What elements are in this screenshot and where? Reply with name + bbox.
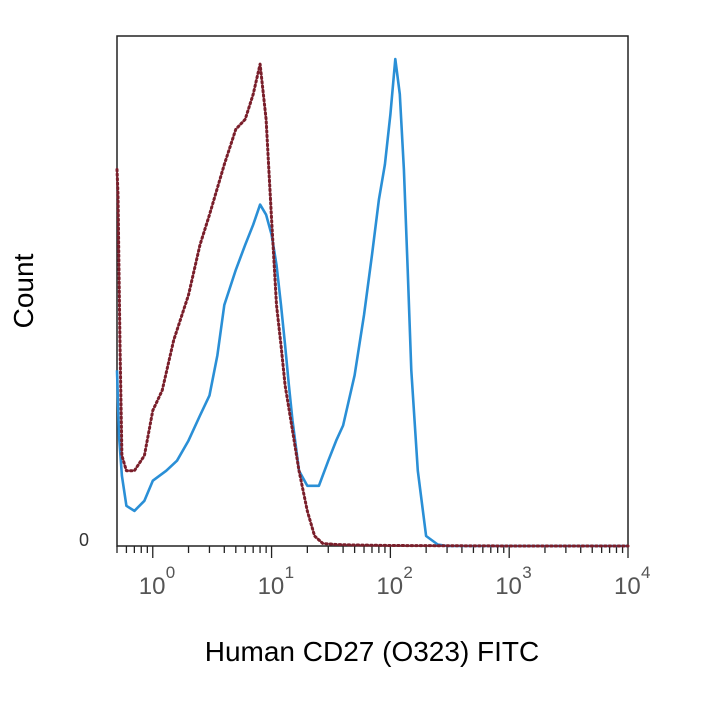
x-tick-exponent: 2: [403, 563, 412, 582]
x-tick-exponent: 1: [285, 563, 294, 582]
x-tick-label: 10: [139, 573, 166, 600]
x-tick-label: 10: [258, 573, 285, 600]
plot-frame: [116, 35, 629, 547]
x-tick-label: 10: [376, 573, 403, 600]
series-group: [115, 57, 630, 548]
y-zero-label: 0: [79, 530, 89, 550]
stained-sample-line: [115, 57, 628, 548]
x-tick-exponent: 4: [641, 563, 650, 582]
x-axis-title: Human CD27 (O323) FITC: [205, 636, 540, 667]
x-tick-label: 10: [614, 573, 641, 600]
x-tick-label: 10: [495, 573, 522, 600]
x-tick-exponent: 0: [166, 563, 175, 582]
x-tick-exponent: 3: [522, 563, 531, 582]
y-axis-title: Count: [8, 253, 39, 328]
isotype-control-line: [115, 62, 630, 548]
